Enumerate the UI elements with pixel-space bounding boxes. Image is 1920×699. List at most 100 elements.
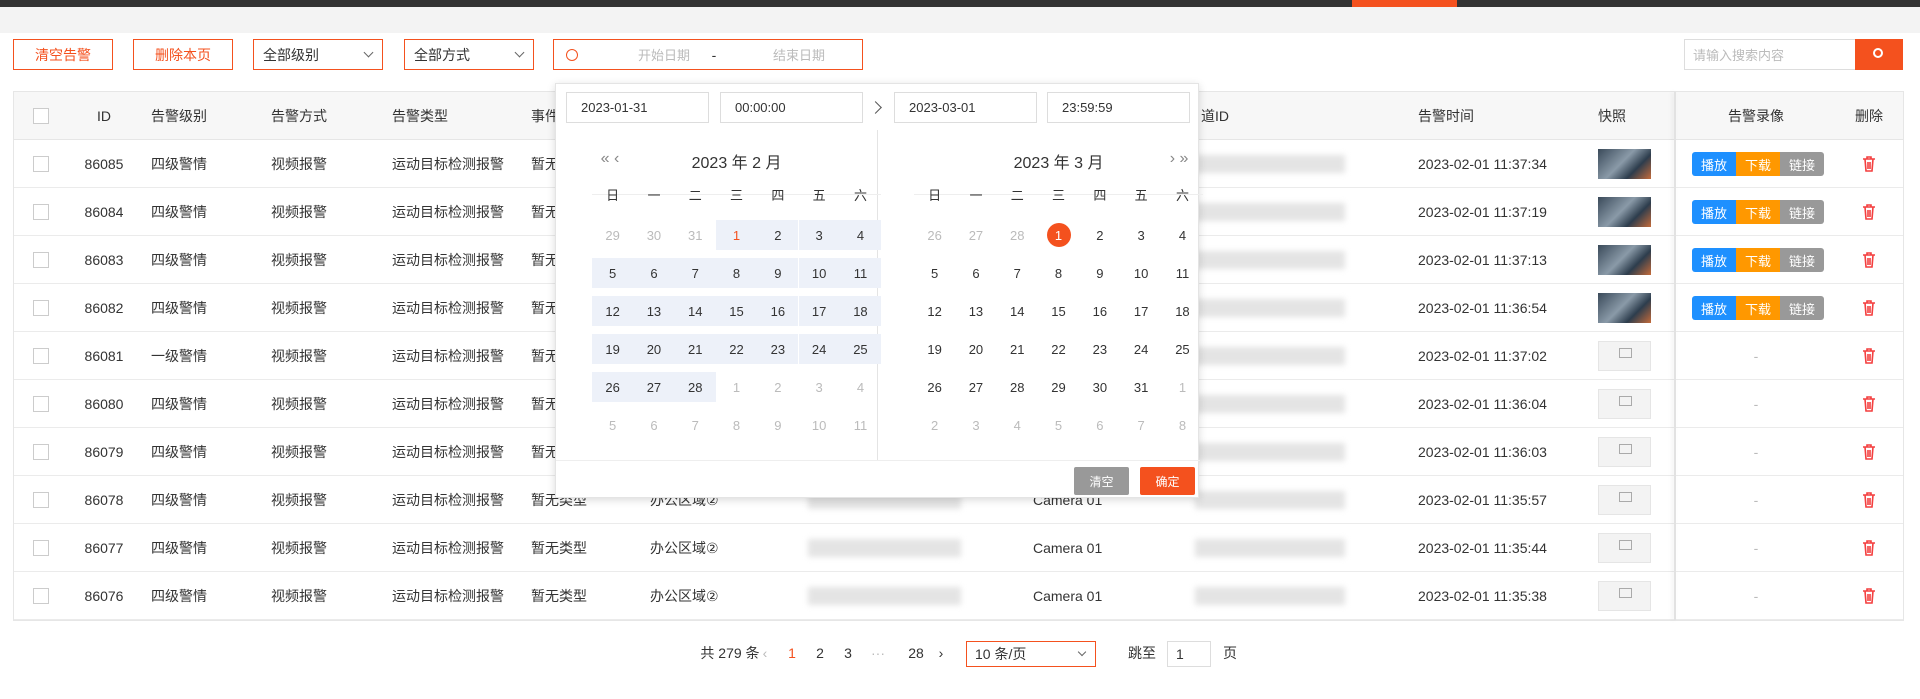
recording-button[interactable]: 下载 <box>1736 200 1780 224</box>
row-checkbox[interactable] <box>33 252 49 268</box>
calendar-day[interactable]: 11 <box>1175 265 1190 281</box>
calendar-day[interactable]: 22 <box>729 341 744 357</box>
select[interactable]: 全部级别 <box>253 39 383 70</box>
calendar-day[interactable]: 2 <box>774 379 782 395</box>
search-button[interactable] <box>1855 39 1903 70</box>
calendar-day[interactable]: 11 <box>853 417 868 433</box>
snapshot-thumbnail[interactable] <box>1598 245 1651 275</box>
calendar-day[interactable]: 6 <box>972 265 980 281</box>
calendar-day[interactable]: 5 <box>609 417 617 433</box>
calendar-day[interactable]: 9 <box>1096 265 1104 281</box>
calendar-day[interactable]: 29 <box>1051 379 1066 395</box>
calendar-day[interactable]: 3 <box>972 417 980 433</box>
calendar-day[interactable]: 10 <box>1133 265 1149 281</box>
calendar-day[interactable]: 21 <box>688 341 703 357</box>
calendar-day[interactable]: 4 <box>1178 227 1187 243</box>
calendar-day[interactable]: 8 <box>1054 265 1063 281</box>
calendar-day[interactable]: 9 <box>774 265 782 281</box>
calendar-day[interactable]: 6 <box>650 417 658 433</box>
recording-button[interactable]: 链接 <box>1780 200 1824 224</box>
calendar-day[interactable]: 30 <box>646 227 662 243</box>
delete-icon[interactable] <box>1862 540 1876 556</box>
recording-button[interactable]: 链接 <box>1780 248 1824 272</box>
selected-day[interactable]: 1 <box>1046 223 1071 247</box>
calendar-day[interactable]: 20 <box>646 341 662 357</box>
recording-button[interactable]: 下载 <box>1736 296 1780 320</box>
page-number[interactable]: ··· <box>871 645 885 661</box>
calendar-day[interactable]: 28 <box>688 379 703 395</box>
calendar-day[interactable]: 6 <box>650 265 658 281</box>
recording-button[interactable]: 下载 <box>1736 152 1780 176</box>
calendar-day[interactable]: 24 <box>1133 341 1149 357</box>
calendar-day[interactable]: 7 <box>691 265 699 281</box>
calendar-day[interactable]: 7 <box>1137 417 1145 433</box>
calendar-day[interactable]: 5 <box>931 265 939 281</box>
row-checkbox[interactable] <box>33 396 49 412</box>
calendar-day[interactable]: 8 <box>732 265 741 281</box>
calendar-day[interactable]: 1 <box>1178 379 1187 395</box>
calendar-day[interactable]: 7 <box>1013 265 1021 281</box>
calendar-day[interactable]: 11 <box>853 265 868 281</box>
row-checkbox[interactable] <box>33 444 49 460</box>
recording-button[interactable]: 播放 <box>1692 200 1736 224</box>
calendar-day[interactable]: 25 <box>853 341 868 357</box>
calendar-day[interactable]: 29 <box>605 227 620 243</box>
calendar-day[interactable]: 26 <box>927 227 942 243</box>
calendar-day[interactable]: 31 <box>688 227 703 243</box>
calendar-day[interactable]: 12 <box>927 303 942 319</box>
calendar-day[interactable]: 20 <box>968 341 984 357</box>
next-page[interactable]: › <box>938 645 944 661</box>
delete-icon[interactable] <box>1862 348 1876 364</box>
calendar-day[interactable]: 2 <box>1096 227 1104 243</box>
recording-button[interactable]: 播放 <box>1692 248 1736 272</box>
recording-button[interactable]: 播放 <box>1692 296 1736 320</box>
calendar-day[interactable]: 14 <box>688 303 703 319</box>
calendar-day[interactable]: 9 <box>774 417 782 433</box>
calendar-day[interactable]: 26 <box>605 379 620 395</box>
calendar-day[interactable]: 22 <box>1051 341 1066 357</box>
row-checkbox[interactable] <box>33 156 49 172</box>
calendar-day[interactable]: 17 <box>1133 303 1149 319</box>
calendar-nav[interactable]: › » <box>1169 150 1189 167</box>
calendar-day[interactable]: 16 <box>1092 303 1108 319</box>
calendar-day[interactable]: 27 <box>968 379 984 395</box>
recording-button[interactable]: 链接 <box>1780 296 1824 320</box>
calendar-day[interactable]: 4 <box>1013 417 1021 433</box>
delete-icon[interactable] <box>1862 252 1876 268</box>
row-checkbox[interactable] <box>33 204 49 220</box>
page-number[interactable]: 2 <box>816 645 824 661</box>
calendar-nav[interactable]: « ‹ <box>600 150 620 167</box>
clear-button[interactable]: 清空 <box>1074 467 1129 495</box>
snapshot-thumbnail[interactable] <box>1598 197 1651 227</box>
calendar-day[interactable]: 30 <box>1092 379 1108 395</box>
calendar-day[interactable]: 4 <box>856 379 865 395</box>
delete-icon[interactable] <box>1862 156 1876 172</box>
calendar-day[interactable]: 24 <box>811 341 827 357</box>
delete-icon[interactable] <box>1862 300 1876 316</box>
calendar-day[interactable]: 2 <box>931 417 939 433</box>
calendar-day[interactable]: 3 <box>1137 227 1145 243</box>
date-range-input[interactable]: 开始日期 - 结束日期 <box>553 39 863 70</box>
calendar-day[interactable]: 1 <box>732 379 741 395</box>
calendar-day[interactable]: 27 <box>646 379 662 395</box>
date-picker-input[interactable]: 23:59:59 <box>1047 92 1190 123</box>
calendar-day[interactable]: 27 <box>968 227 984 243</box>
toolbar-button[interactable]: 清空告警 <box>13 39 113 70</box>
calendar-day[interactable]: 3 <box>815 227 823 243</box>
calendar-day[interactable]: 5 <box>1054 417 1063 433</box>
calendar-day[interactable]: 14 <box>1010 303 1025 319</box>
calendar-day[interactable]: 16 <box>770 303 786 319</box>
calendar-day[interactable]: 28 <box>1010 227 1025 243</box>
delete-icon[interactable] <box>1862 396 1876 412</box>
calendar-day[interactable]: 5 <box>609 265 617 281</box>
calendar-day[interactable]: 23 <box>1092 341 1108 357</box>
confirm-button[interactable]: 确定 <box>1140 467 1195 495</box>
calendar-day[interactable]: 1 <box>732 227 741 243</box>
calendar-day[interactable]: 19 <box>927 341 942 357</box>
page-size-select[interactable]: 10 条/页 <box>966 641 1096 667</box>
delete-icon[interactable] <box>1862 204 1876 220</box>
search-input[interactable]: 请输入搜索内容 <box>1684 39 1855 70</box>
recording-button[interactable]: 链接 <box>1780 152 1824 176</box>
header-checkbox[interactable] <box>33 108 49 124</box>
calendar-day[interactable]: 31 <box>1133 379 1149 395</box>
